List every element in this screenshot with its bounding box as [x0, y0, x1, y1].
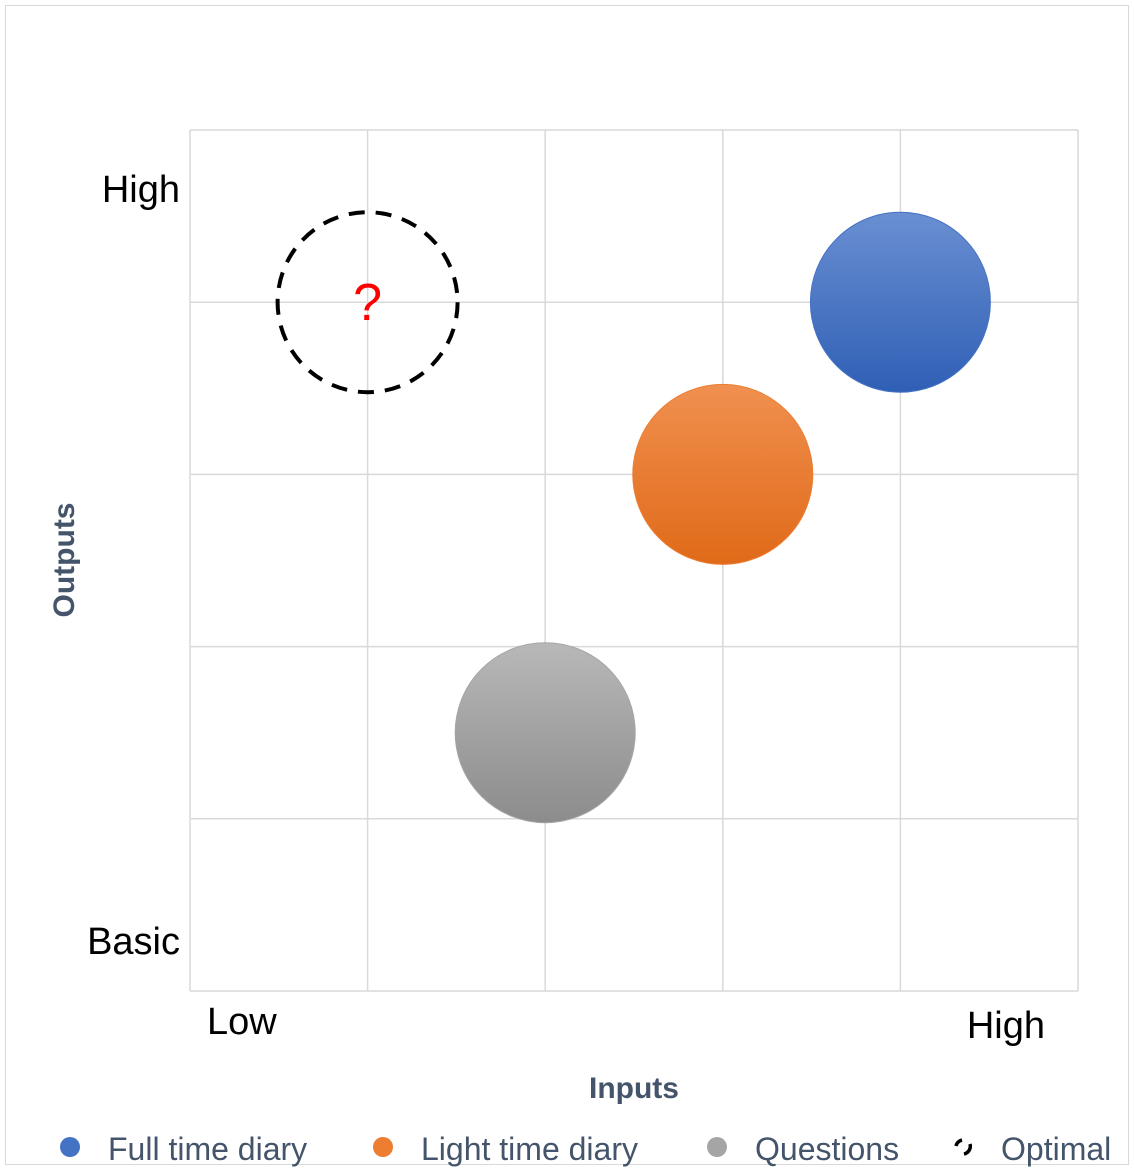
legend-marker-light-time-diary: [373, 1137, 393, 1157]
bubble-questions: [454, 642, 636, 824]
legend: Full time diary Light time diary Questions…: [60, 1131, 1111, 1167]
x-axis-title: Inputs: [589, 1072, 679, 1105]
legend-label-optimal: Optimal: [1001, 1131, 1111, 1167]
chart-frame: [5, 5, 1129, 1165]
legend-label-full-time-diary: Full time diary: [108, 1131, 307, 1167]
x-tick-label-low: Low: [207, 1001, 277, 1043]
y-tick-label-basic: Basic: [87, 921, 180, 963]
y-tick-label-high: High: [102, 169, 180, 211]
bubble-full-time-diary: [809, 211, 991, 393]
legend-marker-optimal: [954, 1138, 963, 1147]
bubble-layer: ?: [275, 210, 991, 824]
legend-label-light-time-diary: Light time diary: [421, 1131, 638, 1167]
x-tick-label-high: High: [967, 1005, 1045, 1047]
bubble-optimal: [275, 210, 460, 395]
legend-marker-full-time-diary: [60, 1137, 80, 1157]
legend-marker-optimal-b: [963, 1143, 973, 1156]
legend-label-questions: Questions: [755, 1131, 899, 1167]
legend-marker-questions: [707, 1137, 727, 1157]
bubble-light-time-diary: [632, 383, 814, 565]
bubble-label-optimal: ?: [353, 274, 382, 332]
y-axis-title: Outputs: [48, 503, 81, 618]
